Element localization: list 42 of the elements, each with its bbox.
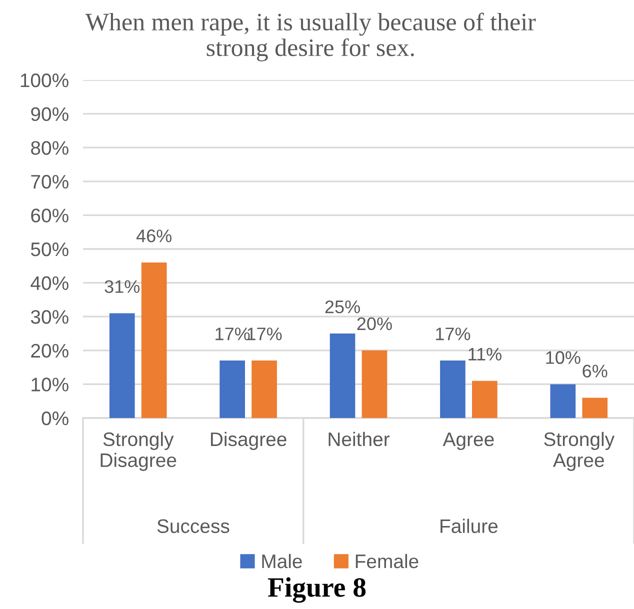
data-label: 46% xyxy=(136,230,172,242)
bar xyxy=(141,262,167,418)
legend-label: Female xyxy=(356,554,418,568)
text: Failure xyxy=(440,518,498,534)
bar xyxy=(252,360,277,418)
text: Success xyxy=(157,519,230,534)
data-label: 6% xyxy=(582,364,608,378)
data-label: 31% xyxy=(104,280,140,293)
x-tick-label: Strongly Disagree xyxy=(100,432,176,471)
y-tick-label: 10% xyxy=(32,378,68,392)
x-tick-label: Disagree xyxy=(210,432,286,450)
y-tick-label: 80% xyxy=(31,141,68,155)
bar xyxy=(220,360,245,418)
y-tick-label: 40% xyxy=(30,276,68,290)
data-label: 17% xyxy=(216,328,250,340)
x-tick-label: Agree xyxy=(442,432,494,450)
y-tick-label: 50% xyxy=(30,242,68,256)
bar xyxy=(582,398,608,418)
bar xyxy=(109,313,135,418)
y-tick-label: 100% xyxy=(20,73,68,88)
y-tick-label: 0% xyxy=(42,411,68,426)
y-tick-label: 30% xyxy=(30,310,68,324)
data-label: 10% xyxy=(546,351,580,364)
bar xyxy=(362,350,388,418)
x-tick-label: Neither xyxy=(328,432,390,446)
bar xyxy=(440,360,466,418)
data-label: 17% xyxy=(436,328,470,340)
chart-title: When men rape, it is usually because of their strong desire for sex. xyxy=(85,12,536,62)
x-tick-label: Strongly Agree xyxy=(544,432,615,471)
caption: Figure 8 xyxy=(268,577,366,603)
y-tick-label: 20% xyxy=(31,344,68,358)
data-label: 20% xyxy=(357,317,392,330)
data-label: 17% xyxy=(248,328,282,340)
bar xyxy=(472,380,498,418)
y-tick-label: 70% xyxy=(31,174,68,189)
bar xyxy=(550,384,576,418)
bar xyxy=(330,334,356,418)
y-tick-label: 60% xyxy=(31,208,68,222)
y-tick-label: 90% xyxy=(31,107,68,122)
legend-label: Male xyxy=(262,554,302,568)
data-label: 11% xyxy=(468,348,502,361)
data-label: 25% xyxy=(325,300,360,314)
